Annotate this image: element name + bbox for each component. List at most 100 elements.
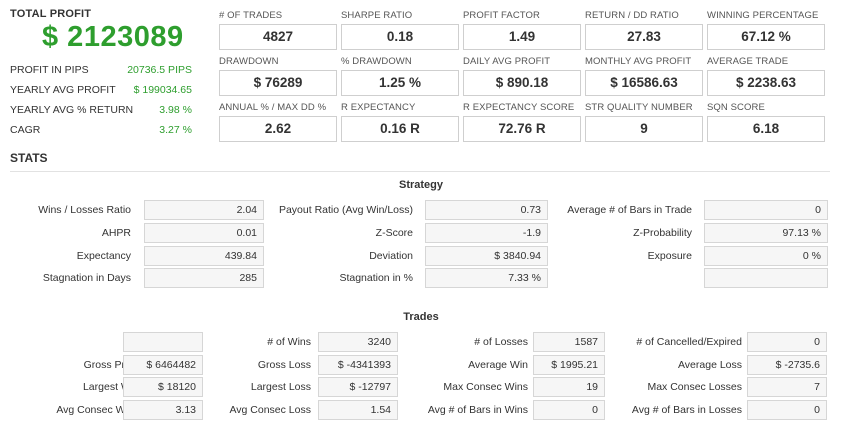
strategy-label: Exposure bbox=[647, 250, 692, 262]
trades-label: Avg # of Bars in Losses bbox=[631, 404, 742, 416]
metric-label: SQN SCORE bbox=[707, 102, 765, 113]
metric-value: 72.76 R bbox=[463, 116, 581, 142]
strategy-value: -1.9 bbox=[425, 223, 548, 243]
metric-value: 9 bbox=[585, 116, 703, 142]
trades-value: 3.13 bbox=[123, 400, 203, 420]
trades-value: 1.54 bbox=[318, 400, 398, 420]
strategy-value bbox=[704, 268, 828, 288]
metric-number-of-trades: # OF TRADES 4827 bbox=[219, 9, 337, 50]
strategy-label: Z-Score bbox=[375, 227, 413, 239]
trades-label: # of Wins bbox=[267, 336, 311, 348]
metric-monthly-avg-profit: MONTHLY AVG PROFIT $ 16586.63 bbox=[585, 55, 703, 96]
trades-label: Avg Consec Loss bbox=[229, 404, 311, 416]
strategy-label: Stagnation in % bbox=[339, 272, 413, 284]
total-profit-label: TOTAL PROFIT bbox=[10, 8, 92, 20]
metric-label: DAILY AVG PROFIT bbox=[463, 56, 551, 67]
metric-r-expectancy-score: R EXPECTANCY SCORE 72.76 R bbox=[463, 101, 581, 142]
strategy-label: Payout Ratio (Avg Win/Loss) bbox=[278, 204, 413, 216]
strategy-heading: Strategy bbox=[398, 179, 444, 191]
metric-label: PROFIT FACTOR bbox=[463, 10, 540, 21]
strategy-label: Expectancy bbox=[76, 250, 131, 262]
metric-label: RETURN / DD RATIO bbox=[585, 10, 679, 21]
strategy-value: 439.84 bbox=[144, 246, 264, 266]
metric-value: $ 16586.63 bbox=[585, 70, 703, 96]
metric-value: 6.18 bbox=[707, 116, 825, 142]
trades-value: $ -2735.6 bbox=[747, 355, 827, 375]
metric-label: R EXPECTANCY bbox=[341, 102, 416, 113]
stats-divider bbox=[10, 171, 830, 172]
trades-value: 3240 bbox=[318, 332, 398, 352]
trades-label: Gross Loss bbox=[257, 359, 311, 371]
strategy-value: $ 3840.94 bbox=[425, 246, 548, 266]
metric-annual-max-dd: ANNUAL % / MAX DD % 2.62 bbox=[219, 101, 337, 142]
total-profit-value: $ 2123089 bbox=[42, 21, 184, 53]
trades-label: Average Win bbox=[468, 359, 528, 371]
strategy-label: Z-Probability bbox=[633, 227, 692, 239]
summary-label: PROFIT IN PIPS bbox=[10, 64, 89, 76]
metric-str-quality-number: STR QUALITY NUMBER 9 bbox=[585, 101, 703, 142]
strategy-value: 0.01 bbox=[144, 223, 264, 243]
summary-label: CAGR bbox=[10, 124, 41, 136]
trades-label: Largest Loss bbox=[250, 381, 311, 393]
metric-winning-percentage: WINNING PERCENTAGE 67.12 % bbox=[707, 9, 825, 50]
strategy-value: 97.13 % bbox=[704, 223, 828, 243]
trades-label: Max Consec Losses bbox=[647, 381, 742, 393]
metric-value: 0.16 R bbox=[341, 116, 459, 142]
metric-value: $ 76289 bbox=[219, 70, 337, 96]
trades-value: 1587 bbox=[533, 332, 605, 352]
metric-label: ANNUAL % / MAX DD % bbox=[219, 102, 327, 113]
metric-average-trade: AVERAGE TRADE $ 2238.63 bbox=[707, 55, 825, 96]
summary-value: $ 199034.65 bbox=[133, 84, 192, 96]
total-profit-panel: TOTAL PROFIT $ 2123089 PROFIT IN PIPS 20… bbox=[10, 8, 192, 140]
metric-daily-avg-profit: DAILY AVG PROFIT $ 890.18 bbox=[463, 55, 581, 96]
summary-row-cagr: CAGR 3.27 % bbox=[10, 120, 192, 140]
strategy-label: AHPR bbox=[101, 227, 131, 239]
trades-label: Avg Consec Wins bbox=[56, 404, 139, 416]
trades-value: 19 bbox=[533, 377, 605, 397]
strategy-label: Deviation bbox=[369, 250, 413, 262]
trades-value: 7 bbox=[747, 377, 827, 397]
strategy-value: 7.33 % bbox=[425, 268, 548, 288]
trades-label: # of Losses bbox=[474, 336, 528, 348]
metric-label: MONTHLY AVG PROFIT bbox=[585, 56, 692, 67]
trades-value: $ 6464482 bbox=[123, 355, 203, 375]
metric-value: 2.62 bbox=[219, 116, 337, 142]
summary-value: 3.27 % bbox=[159, 124, 192, 136]
metric-value: 1.49 bbox=[463, 24, 581, 50]
strategy-value: 0.73 bbox=[425, 200, 548, 220]
metric-label: % DRAWDOWN bbox=[341, 56, 412, 67]
metric-label: R EXPECTANCY SCORE bbox=[463, 102, 575, 113]
metric-drawdown: DRAWDOWN $ 76289 bbox=[219, 55, 337, 96]
trades-value: $ 1995.21 bbox=[533, 355, 605, 375]
summary-row-yearly-avg-return: YEARLY AVG % RETURN 3.98 % bbox=[10, 100, 192, 120]
summary-label: YEARLY AVG PROFIT bbox=[10, 84, 116, 96]
strategy-label: Stagnation in Days bbox=[42, 272, 131, 284]
strategy-value: 285 bbox=[144, 268, 264, 288]
metric-r-expectancy: R EXPECTANCY 0.16 R bbox=[341, 101, 459, 142]
trades-value: $ -4341393 bbox=[318, 355, 398, 375]
trades-value: 0 bbox=[533, 400, 605, 420]
metric-value: 27.83 bbox=[585, 24, 703, 50]
stats-heading: STATS bbox=[10, 151, 48, 165]
metric-sqn-score: SQN SCORE 6.18 bbox=[707, 101, 825, 142]
metric-value: 4827 bbox=[219, 24, 337, 50]
metric-label: SHARPE RATIO bbox=[341, 10, 413, 21]
trades-value: 0 bbox=[747, 400, 827, 420]
strategy-value: 2.04 bbox=[144, 200, 264, 220]
trades-label: Max Consec Wins bbox=[443, 381, 528, 393]
trades-label: Avg # of Bars in Wins bbox=[427, 404, 528, 416]
metric-value: 0.18 bbox=[341, 24, 459, 50]
metric-return-dd-ratio: RETURN / DD RATIO 27.83 bbox=[585, 9, 703, 50]
metric-profit-factor: PROFIT FACTOR 1.49 bbox=[463, 9, 581, 50]
trades-value: 0 bbox=[747, 332, 827, 352]
metric-label: WINNING PERCENTAGE bbox=[707, 10, 819, 21]
strategy-value: 0 % bbox=[704, 246, 828, 266]
metric-sharpe-ratio: SHARPE RATIO 0.18 bbox=[341, 9, 459, 50]
trades-label: Average Loss bbox=[677, 359, 742, 371]
metric-percent-drawdown: % DRAWDOWN 1.25 % bbox=[341, 55, 459, 96]
strategy-label: Wins / Losses Ratio bbox=[38, 204, 131, 216]
summary-value: 20736.5 PIPS bbox=[127, 64, 192, 76]
summary-label: YEARLY AVG % RETURN bbox=[10, 104, 134, 116]
trades-value: $ 18120 bbox=[123, 377, 203, 397]
metric-label: AVERAGE TRADE bbox=[707, 56, 789, 67]
